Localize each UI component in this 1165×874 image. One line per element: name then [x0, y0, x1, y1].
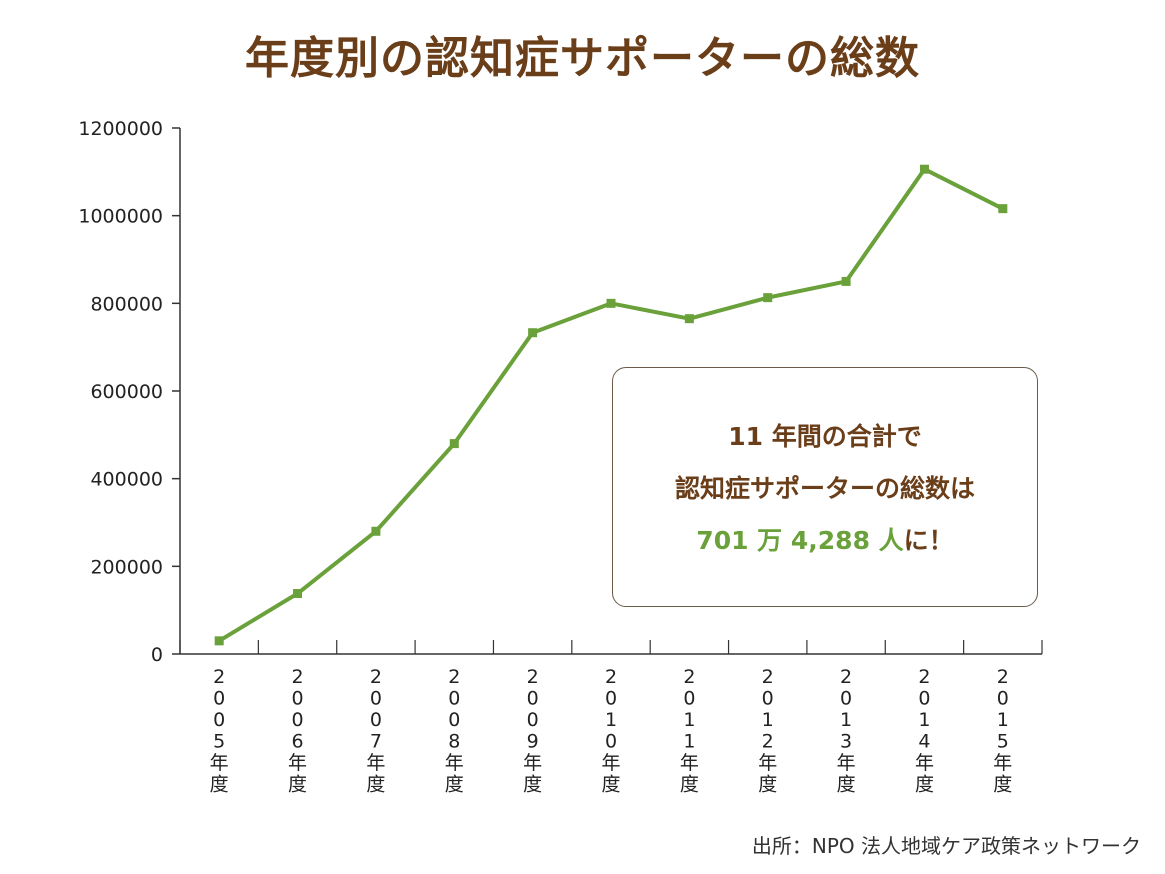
x-tick-label: 2 0 1 4 年度 — [915, 666, 934, 796]
x-tick-label: 2 0 1 1 年度 — [680, 666, 699, 796]
data-point — [528, 328, 538, 338]
callout-line-2: 認知症サポーターの総数は — [674, 474, 975, 503]
y-tick-label: 400000 — [90, 469, 163, 491]
data-point — [214, 636, 224, 646]
data-point — [841, 276, 851, 286]
data-point — [293, 589, 303, 599]
chart-axes — [172, 127, 1043, 655]
x-tick-label: 2 0 0 5 年度 — [210, 666, 229, 796]
y-tick-label: 200000 — [90, 556, 163, 578]
chart-title: 年度別の認知症サポーターの総数 — [245, 33, 920, 84]
callout-total-value: 701 万 4,288 人 — [696, 526, 904, 555]
x-tick-label: 2 0 1 3 年度 — [837, 666, 856, 796]
x-tick-label: 2 0 1 0 年度 — [601, 666, 620, 796]
y-tick-label: 0 — [151, 644, 163, 666]
data-point — [606, 298, 616, 308]
data-point — [449, 439, 459, 449]
series-line — [214, 164, 1008, 646]
y-tick-label: 800000 — [90, 293, 163, 315]
x-tick-label: 2 0 0 7 年度 — [366, 666, 385, 796]
y-tick-label: 1000000 — [78, 206, 163, 228]
callout-line-1: 11 年間の合計で — [728, 422, 922, 451]
y-tick-label: 600000 — [90, 381, 163, 403]
x-tick-label: 2 0 1 2 年度 — [758, 666, 777, 796]
callout-line-3-suffix: に！ — [903, 526, 954, 555]
source-note: 出所：NPO 法人地域ケア政策ネットワーク — [751, 834, 1141, 858]
data-point — [919, 164, 929, 174]
x-tick-label: 2 0 0 9 年度 — [523, 666, 542, 796]
data-point — [371, 526, 381, 536]
data-point — [684, 314, 694, 324]
total-callout-box: 11 年間の合計で 認知症サポーターの総数は 701 万 4,288 人に！ — [612, 367, 1038, 607]
x-tick-labels: 2 0 0 5 年度 2 0 0 6 年度 2 0 0 7 年度 2 0 0 8 年度 2 0 0 9 年度 2 0 1 0 年度 2 0 1 1… — [210, 666, 1013, 796]
x-tick-label: 2 0 1 5 年度 — [993, 666, 1012, 796]
data-point — [763, 293, 773, 303]
x-tick-label: 2 0 0 6 年度 — [288, 666, 307, 796]
y-tick-label: 1200000 — [78, 118, 163, 140]
y-tick-labels: 0 200000 400000 600000 800000 1000000 1200000 — [78, 118, 163, 666]
x-tick-label: 2 0 0 8 年度 — [445, 666, 464, 796]
data-point — [998, 204, 1008, 214]
